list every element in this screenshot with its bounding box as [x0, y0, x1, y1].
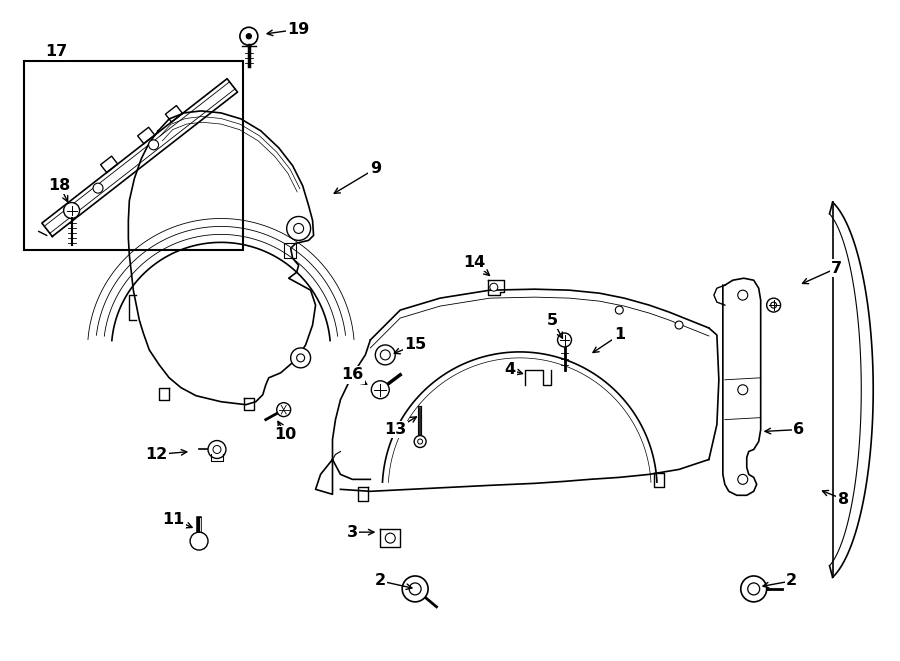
Text: 2: 2: [786, 574, 797, 588]
Text: 7: 7: [831, 260, 842, 276]
Circle shape: [93, 183, 103, 193]
Text: 6: 6: [793, 422, 804, 437]
Circle shape: [616, 306, 624, 314]
Circle shape: [675, 321, 683, 329]
Text: 18: 18: [49, 178, 71, 193]
Circle shape: [402, 576, 428, 602]
Circle shape: [748, 583, 760, 595]
Circle shape: [385, 533, 395, 543]
Text: 12: 12: [145, 447, 167, 462]
Text: 16: 16: [341, 368, 364, 382]
Circle shape: [410, 583, 421, 595]
Circle shape: [148, 140, 158, 150]
Circle shape: [291, 348, 310, 368]
Text: 19: 19: [287, 22, 310, 37]
Circle shape: [297, 354, 304, 362]
Circle shape: [414, 436, 426, 447]
Text: 4: 4: [504, 362, 516, 377]
Text: 8: 8: [838, 492, 849, 507]
Circle shape: [490, 283, 498, 291]
Circle shape: [381, 350, 391, 360]
Circle shape: [213, 446, 221, 453]
Circle shape: [247, 34, 251, 39]
Text: 10: 10: [274, 427, 297, 442]
Circle shape: [276, 403, 291, 416]
Circle shape: [240, 27, 257, 45]
Circle shape: [557, 333, 572, 347]
Text: 13: 13: [384, 422, 407, 437]
Text: 1: 1: [614, 327, 625, 342]
Circle shape: [372, 381, 390, 399]
Circle shape: [190, 532, 208, 550]
Circle shape: [767, 298, 780, 312]
Text: 17: 17: [46, 44, 68, 59]
Text: 3: 3: [346, 525, 358, 539]
Circle shape: [741, 576, 767, 602]
Circle shape: [208, 440, 226, 459]
Text: 15: 15: [404, 337, 427, 352]
Circle shape: [738, 290, 748, 300]
Circle shape: [738, 475, 748, 485]
Circle shape: [770, 302, 777, 308]
Circle shape: [287, 217, 310, 241]
Text: 5: 5: [547, 313, 558, 328]
Circle shape: [375, 345, 395, 365]
Circle shape: [293, 223, 303, 233]
Text: 11: 11: [162, 512, 184, 527]
Text: 9: 9: [370, 161, 381, 176]
Text: 2: 2: [374, 574, 386, 588]
Circle shape: [64, 202, 79, 219]
Circle shape: [738, 385, 748, 395]
Text: 14: 14: [463, 254, 485, 270]
Circle shape: [418, 439, 423, 444]
Bar: [23, 61, 243, 251]
